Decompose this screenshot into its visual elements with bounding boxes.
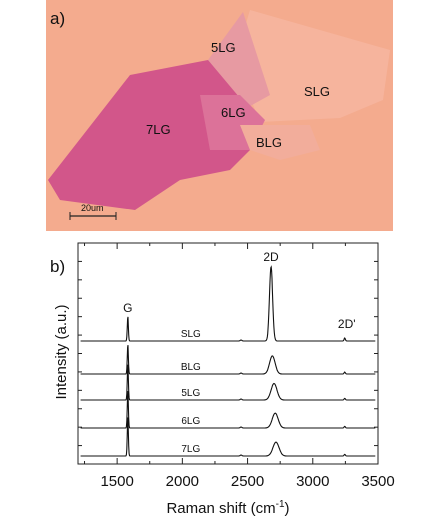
micrograph-panel: a) 5LG SLG 6LG 7LG BLG 20um bbox=[46, 0, 393, 231]
series-label-blg: BLG bbox=[181, 362, 201, 373]
x-tick-label: 3500 bbox=[361, 473, 394, 490]
x-axis-label: Raman shift (cm-1) bbox=[166, 499, 289, 517]
plot-frame bbox=[77, 242, 379, 465]
region-label-5lg: 5LG bbox=[211, 40, 236, 55]
panel-b-label: b) bbox=[50, 257, 65, 276]
y-axis-label: Intensity (a.u.) bbox=[53, 304, 70, 399]
spectrum-line-blg bbox=[80, 345, 376, 375]
series-label-7lg: 7LG bbox=[181, 444, 200, 455]
panel-a-label: a) bbox=[50, 9, 65, 28]
series-label-5lg: 5LG bbox=[181, 388, 200, 399]
peak-labels: G 2D 2D' bbox=[123, 250, 355, 331]
peak-label: G bbox=[123, 301, 132, 315]
peak-label: 2D' bbox=[338, 317, 356, 331]
region-label-blg: BLG bbox=[256, 135, 282, 150]
y-axis-ticks bbox=[78, 260, 378, 447]
x-axis-label-main: Raman shift (cm bbox=[166, 500, 275, 517]
scale-bar-label: 20um bbox=[81, 203, 104, 213]
x-tick-label: 2500 bbox=[231, 473, 264, 490]
x-tick-label: 2000 bbox=[166, 473, 199, 490]
spectrum-line-7lg bbox=[80, 417, 376, 457]
raman-chart: b) 1500 2000 2500 3000 3500 SLGBLG5LG6LG7LG … bbox=[50, 242, 395, 517]
spectra-series: SLG BLG 5LG 6LG 7LG bbox=[80, 265, 376, 457]
series-label-6lg: 6LG bbox=[181, 416, 200, 427]
peak-label: 2D bbox=[263, 250, 279, 264]
x-tick-label: 3000 bbox=[296, 473, 329, 490]
region-label-6lg: 6LG bbox=[221, 105, 246, 120]
spectrum-line-slg bbox=[80, 265, 376, 342]
x-axis-ticks: 1500 2000 2500 3000 3500 bbox=[84, 243, 395, 490]
x-axis-label-tail: ) bbox=[285, 500, 290, 517]
blg-flake-region bbox=[240, 125, 320, 160]
region-label-slg: SLG bbox=[304, 84, 330, 99]
spectrum-line-5lg bbox=[80, 364, 376, 401]
slg-flake-region bbox=[235, 10, 390, 122]
x-axis-label-superscript: -1 bbox=[276, 499, 285, 510]
region-label-7lg: 7LG bbox=[146, 122, 171, 137]
spectrum-line-6lg bbox=[80, 391, 376, 429]
x-tick-label: 1500 bbox=[100, 473, 133, 490]
series-label-slg: SLG bbox=[181, 329, 201, 340]
